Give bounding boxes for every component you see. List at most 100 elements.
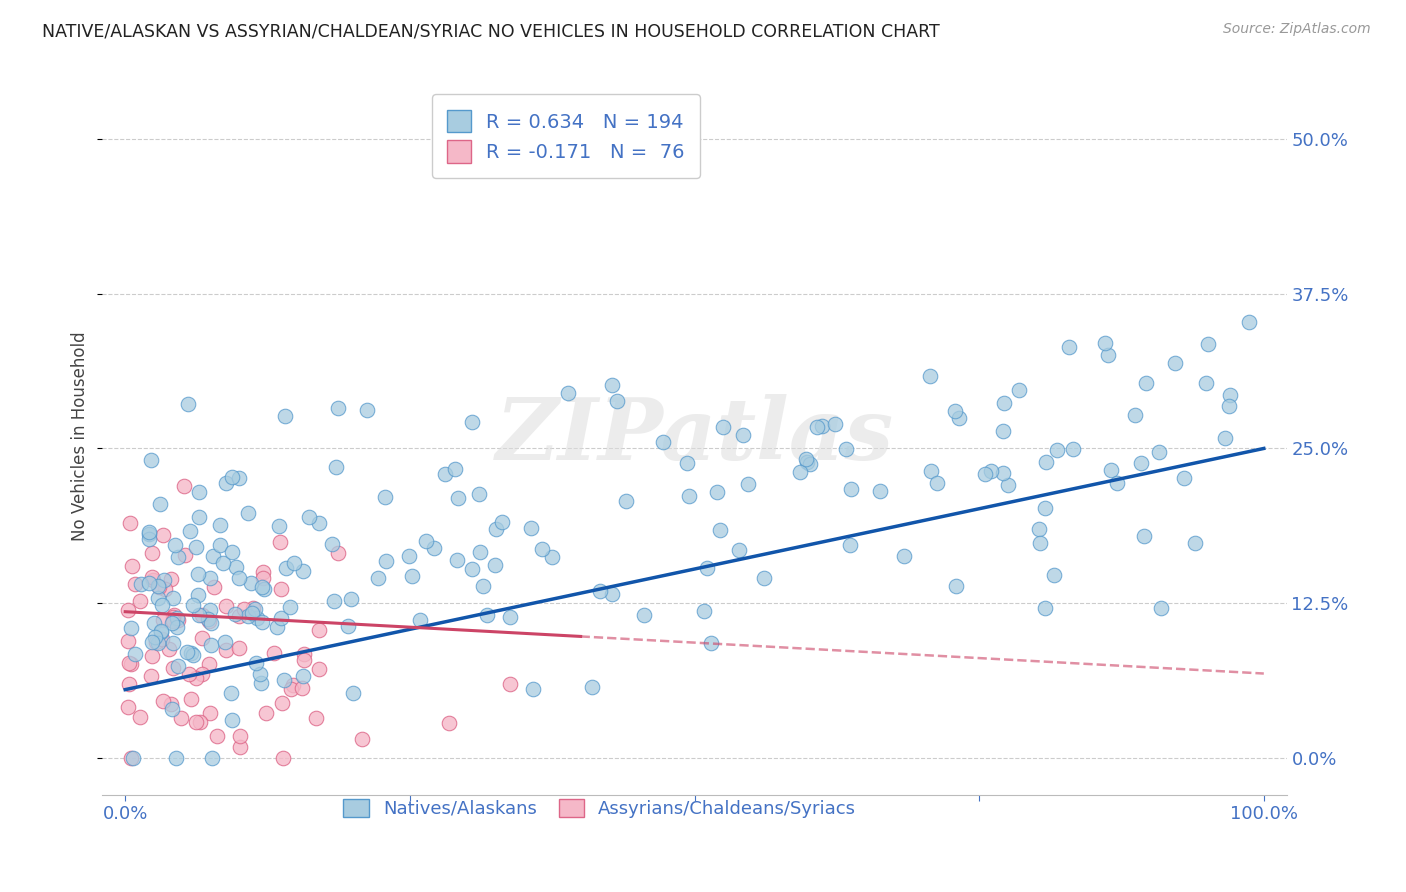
Point <box>1130 456 1153 470</box>
Point <box>187 567 209 582</box>
Point <box>191 631 214 645</box>
Point <box>187 588 209 602</box>
Point <box>709 523 731 537</box>
Point <box>806 420 828 434</box>
Point <box>232 602 254 616</box>
Point <box>326 546 349 560</box>
Point <box>291 564 314 578</box>
Point <box>993 396 1015 410</box>
Point <box>557 386 579 401</box>
Point <box>706 485 728 500</box>
Point <box>326 401 349 415</box>
Point <box>273 673 295 687</box>
Point <box>1057 340 1080 354</box>
Point <box>948 411 970 425</box>
Point <box>1135 376 1157 390</box>
Point <box>166 611 188 625</box>
Point <box>160 615 183 630</box>
Point <box>499 677 522 691</box>
Point <box>980 464 1002 478</box>
Point <box>824 417 846 431</box>
Text: Source: ZipAtlas.com: Source: ZipAtlas.com <box>1223 22 1371 37</box>
Point <box>1062 442 1084 456</box>
Point <box>253 582 276 596</box>
Point <box>274 409 297 424</box>
Point <box>145 635 167 649</box>
Point <box>522 682 544 697</box>
Point <box>600 378 623 392</box>
Point <box>468 545 491 559</box>
Point <box>491 515 513 529</box>
Point <box>239 576 262 591</box>
Point <box>162 591 184 605</box>
Point <box>444 462 467 476</box>
Point <box>733 428 755 442</box>
Point <box>711 419 734 434</box>
Point <box>179 524 201 538</box>
Point <box>138 576 160 591</box>
Point <box>274 561 297 575</box>
Point <box>214 634 236 648</box>
Point <box>1149 600 1171 615</box>
Point <box>122 750 145 764</box>
Point <box>298 510 321 524</box>
Point <box>1218 399 1240 413</box>
Point <box>252 571 274 585</box>
Point <box>228 640 250 655</box>
Point <box>121 621 143 635</box>
Point <box>1094 335 1116 350</box>
Point <box>266 620 288 634</box>
Point <box>461 562 484 576</box>
Point <box>150 599 173 613</box>
Point <box>472 579 495 593</box>
Point <box>197 612 219 626</box>
Point <box>835 442 858 457</box>
Point <box>208 538 231 552</box>
Point <box>236 609 259 624</box>
Point <box>434 467 457 482</box>
Point <box>267 518 290 533</box>
Point <box>447 491 470 505</box>
Point <box>249 666 271 681</box>
Point <box>737 477 759 491</box>
Point <box>139 453 162 467</box>
Point <box>153 582 176 596</box>
Point <box>188 510 211 524</box>
Point <box>614 494 637 508</box>
Text: ZIPatlas: ZIPatlas <box>495 394 894 478</box>
Point <box>215 643 238 657</box>
Point <box>169 711 191 725</box>
Point <box>581 681 603 695</box>
Point <box>991 424 1014 438</box>
Point <box>1035 455 1057 469</box>
Point <box>918 369 941 384</box>
Point <box>138 532 160 546</box>
Point <box>1219 388 1241 402</box>
Point <box>1029 535 1052 549</box>
Point <box>152 613 174 627</box>
Point <box>1197 336 1219 351</box>
Point <box>269 534 291 549</box>
Point <box>250 675 273 690</box>
Point <box>401 568 423 582</box>
Point <box>485 522 508 536</box>
Point <box>398 549 420 563</box>
Point <box>250 580 273 594</box>
Point <box>1133 529 1156 543</box>
Point <box>367 570 389 584</box>
Point <box>225 560 247 574</box>
Point <box>180 692 202 706</box>
Point <box>141 635 163 649</box>
Point <box>212 556 235 570</box>
Point <box>270 611 292 625</box>
Point <box>437 716 460 731</box>
Point <box>460 415 482 429</box>
Point <box>162 660 184 674</box>
Point <box>245 656 267 670</box>
Point <box>190 608 212 623</box>
Point <box>754 571 776 585</box>
Point <box>498 609 520 624</box>
Point <box>174 548 197 562</box>
Point <box>142 573 165 587</box>
Point <box>1045 442 1067 457</box>
